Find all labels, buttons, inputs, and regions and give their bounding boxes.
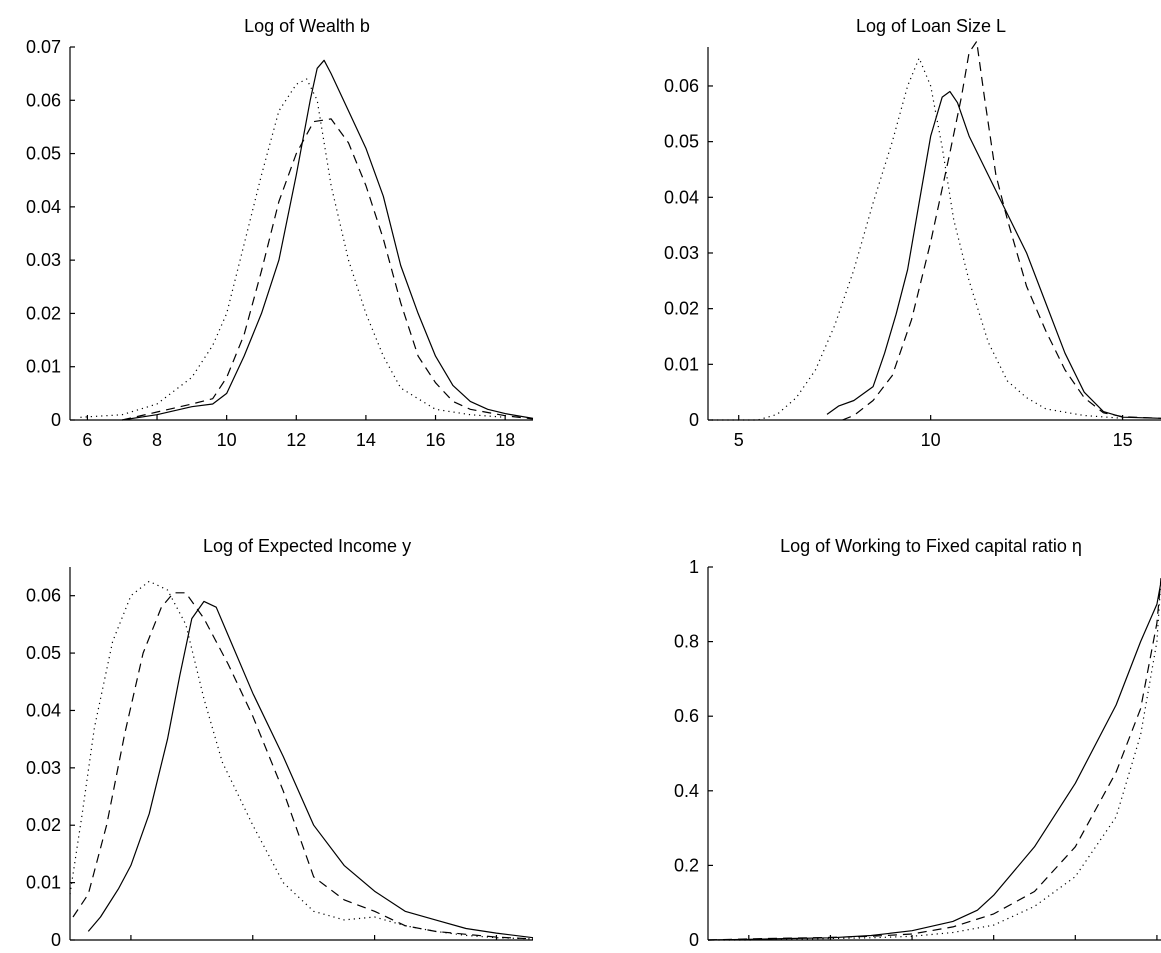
loan-size-panel: Log of Loan Size L 0 0.01 0.02 0.03 0.04 0.05…	[664, 16, 1161, 450]
loan-size-ytick-label: 0	[689, 410, 699, 430]
expected-income-ytick-label: 0.06	[26, 586, 61, 606]
capital-ratio-panel-title: Log of Working to Fixed capital ratio η	[780, 536, 1082, 556]
expected-income-dotted-line	[69, 580, 534, 940]
loan-size-ytick-label: 0.04	[664, 187, 699, 207]
capital-ratio-ytick-label: 0.8	[674, 632, 699, 652]
wealth-xtick-label: 12	[286, 430, 306, 450]
wealth-xtick-label: 8	[152, 430, 162, 450]
loan-size-panel-title: Log of Loan Size L	[856, 16, 1006, 36]
capital-ratio-xtick-label: −1	[1065, 950, 1086, 953]
expected-income-xtick-label: 18	[486, 950, 506, 953]
expected-income-ytick-label: 0	[51, 930, 61, 950]
loan-size-xtick-label: 15	[1113, 430, 1133, 450]
wealth-solid-line	[122, 59, 534, 421]
expected-income-ytick-label: 0.05	[26, 643, 61, 663]
wealth-ytick-label: 0.01	[26, 357, 61, 377]
loan-size-ytick-label: 0.06	[664, 76, 699, 96]
wealth-xtick-label: 6	[82, 430, 92, 450]
expected-income-xtick-label: 14	[243, 950, 263, 953]
expected-income-xtick-label: 12	[121, 950, 141, 953]
expected-income-solid-line	[87, 600, 534, 939]
loan-size-ytick-label: 0.01	[664, 354, 699, 374]
loan-size-ytick-label: 0.02	[664, 299, 699, 319]
wealth-ytick-label: 0.06	[26, 90, 61, 110]
capital-ratio-ytick-label: 0.6	[674, 706, 699, 726]
capital-ratio-ytick-label: 0	[689, 930, 699, 950]
loan-size-xtick-label: 5	[734, 430, 744, 450]
wealth-ytick-label: 0.07	[26, 37, 61, 57]
expected-income-panel-title: Log of Expected Income y	[203, 536, 411, 556]
loan-size-dotted-line	[711, 57, 1123, 421]
capital-ratio-xtick-label: −3	[902, 950, 923, 953]
capital-ratio-ytick-label: 0.2	[674, 855, 699, 875]
expected-income-ytick-label: 0.02	[26, 815, 61, 835]
expected-income-panel: Log of Expected Income y 0 0.01 0.02 0.03 0.…	[26, 536, 534, 953]
loan-size-ytick-label: 0.05	[664, 132, 699, 152]
capital-ratio-dashed-line	[707, 578, 1161, 941]
wealth-xtick-label: 18	[495, 430, 515, 450]
capital-ratio-xtick-label: 0	[1152, 950, 1161, 953]
wealth-ytick-label: 0.03	[26, 250, 61, 270]
capital-ratio-dotted-line	[708, 578, 1161, 941]
expected-income-ytick-label: 0.04	[26, 700, 61, 720]
expected-income-ytick-label: 0.01	[26, 873, 61, 893]
capital-ratio-xtick-label: −4	[820, 950, 841, 953]
wealth-xtick-label: 10	[217, 430, 237, 450]
capital-ratio-xtick-label: −5	[739, 950, 760, 953]
loan-size-solid-line	[826, 90, 1161, 419]
wealth-xtick-label: 14	[356, 430, 376, 450]
wealth-dashed-line	[122, 118, 534, 421]
wealth-panel: Log of Wealth b 0 0.01 0.02 0.03 0.04 0.05 0.0…	[26, 16, 534, 450]
capital-ratio-panel: Log of Working to Fixed capital ratio η …	[674, 536, 1161, 953]
capital-ratio-ytick-label: 0.4	[674, 781, 699, 801]
wealth-ytick-label: 0	[51, 410, 61, 430]
loan-size-xtick-label: 10	[921, 430, 941, 450]
capital-ratio-solid-line	[707, 581, 1161, 941]
expected-income-ytick-label: 0.03	[26, 758, 61, 778]
wealth-dotted-line	[80, 78, 506, 418]
wealth-panel-title: Log of Wealth b	[244, 16, 370, 36]
wealth-ytick-label: 0.02	[26, 303, 61, 323]
wealth-ytick-label: 0.04	[26, 197, 61, 217]
loan-size-dashed-line	[842, 40, 1161, 421]
wealth-ytick-label: 0.05	[26, 144, 61, 164]
loan-size-ytick-label: 0.03	[664, 243, 699, 263]
capital-ratio-xtick-label: −2	[983, 950, 1004, 953]
expected-income-dashed-line	[72, 592, 534, 940]
wealth-xtick-label: 16	[426, 430, 446, 450]
capital-ratio-ytick-label: 1	[689, 557, 699, 577]
expected-income-xtick-label: 16	[365, 950, 385, 953]
